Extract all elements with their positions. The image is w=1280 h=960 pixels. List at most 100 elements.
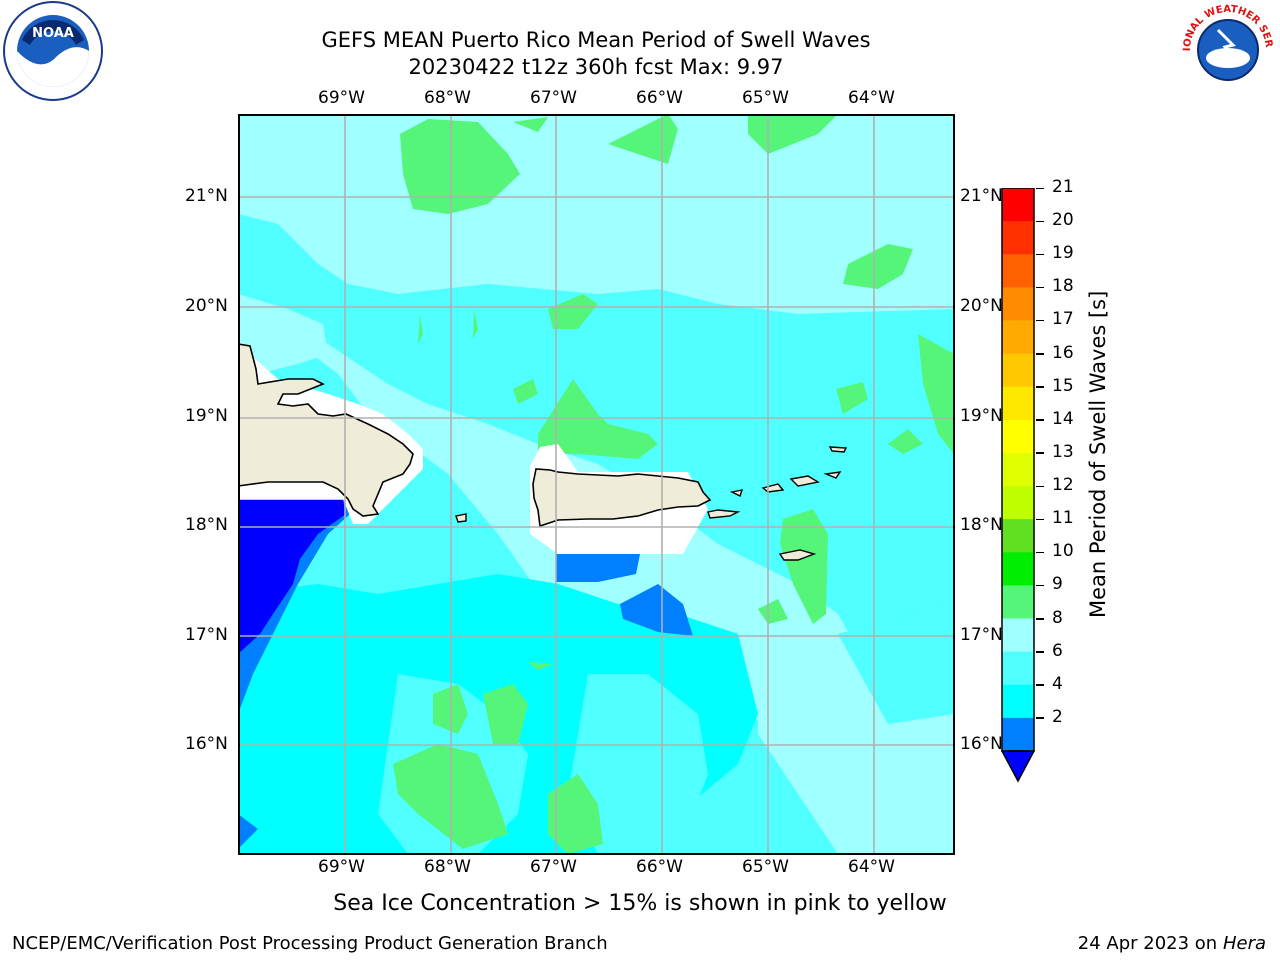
- colorbar-tick-label: 17: [1052, 309, 1074, 330]
- colorbar-segment: [1002, 486, 1034, 520]
- colorbar-label: Mean Period of Swell Waves [s]: [1086, 290, 1110, 618]
- lon-tick-bottom: 68°W: [424, 857, 471, 877]
- lat-tick-left: 17°N: [185, 625, 228, 645]
- ocean-2-4s-patch: [620, 584, 693, 636]
- colorbar-tick-label: 14: [1052, 408, 1074, 429]
- map-frame: [238, 114, 955, 855]
- colorbar-segment: [1002, 353, 1034, 388]
- lon-tick-top: 69°W: [318, 88, 365, 108]
- island-mona: [455, 513, 467, 523]
- island-st-croix: [778, 549, 817, 561]
- colorbar-tick-label: 9: [1052, 574, 1063, 595]
- green-patch-12: [780, 509, 828, 624]
- colorbar-tick-mark: [1036, 584, 1044, 587]
- colorbar-segment: [1002, 717, 1034, 752]
- colorbar-tick-mark: [1036, 386, 1044, 388]
- noaa-logo: NOAA: [3, 1, 103, 101]
- lon-tick-bottom: 65°W: [742, 857, 789, 877]
- noaa-logo-text: NOAA: [32, 26, 74, 41]
- ocean-2-4s-sw: [238, 814, 258, 849]
- lon-tick-bottom: 67°W: [530, 857, 577, 877]
- colorbar-tick-label: 12: [1052, 475, 1074, 496]
- green-patch-7: [548, 294, 598, 329]
- colorbar-segment: [1002, 684, 1034, 719]
- nws-logo: NATIONAL WEATHER SERVICE: [1178, 0, 1275, 97]
- colorbar-segment: [1002, 221, 1034, 255]
- colorbar-tick-mark: [1036, 286, 1044, 289]
- colorbar-tick-mark: [1036, 518, 1044, 521]
- green-patch-9: [513, 379, 538, 404]
- colorbar-tick-label: 10: [1052, 541, 1074, 562]
- colorbar-segment: [1002, 254, 1034, 288]
- chart-title: GEFS MEAN Puerto Rico Mean Period of Swe…: [321, 28, 871, 52]
- colorbar-segment: [1002, 188, 1034, 222]
- colorbar-segment: [1002, 386, 1034, 421]
- chart-subtitle: 20230422 t12z 360h fcst Max: 9.97: [408, 55, 784, 79]
- green-patch-15: [483, 684, 528, 744]
- lon-tick-bottom: 64°W: [848, 857, 895, 877]
- lat-tick-right: 18°N: [960, 515, 1003, 535]
- colorbar-tick-mark: [1036, 618, 1044, 620]
- ocean-mid-patch-3: [838, 604, 954, 724]
- green-patch-19: [418, 314, 423, 344]
- colorbar: [1000, 188, 1036, 783]
- lon-tick-top: 68°W: [424, 88, 471, 108]
- colorbar-frame: [1001, 188, 1035, 752]
- footer-credit: NCEP/EMC/Verification Post Processing Pr…: [12, 933, 608, 954]
- lat-tick-right: 17°N: [960, 625, 1003, 645]
- lat-tick-right: 21°N: [960, 186, 1003, 206]
- lat-tick-right: 19°N: [960, 406, 1003, 426]
- ocean-mid-patch-2: [568, 674, 708, 854]
- lat-tick-left: 19°N: [185, 406, 228, 426]
- map-panel: [238, 114, 955, 855]
- map-gridlines: [238, 114, 954, 854]
- colorbar-tick-label: 13: [1052, 441, 1074, 462]
- green-patch-6: [918, 334, 954, 454]
- island-virgin-gorda: [823, 471, 842, 479]
- colorbar-tick-mark: [1036, 551, 1044, 554]
- ocean-2-4s-pr-south: [556, 554, 640, 582]
- green-patch-5: [843, 244, 913, 289]
- island-tortola: [789, 475, 820, 487]
- land-hispaniola: [238, 343, 414, 517]
- colorbar-tick-label: 19: [1052, 243, 1074, 264]
- colorbar-tick-label: 8: [1052, 607, 1063, 628]
- footer-machine: Hera: [1222, 933, 1266, 954]
- colorbar-tick-mark: [1036, 353, 1044, 355]
- colorbar-segment: [1002, 618, 1034, 653]
- green-patch-13: [758, 599, 788, 624]
- lon-tick-top: 64°W: [848, 88, 895, 108]
- green-patch-2: [513, 117, 548, 132]
- colorbar-tick-mark: [1036, 187, 1044, 189]
- colorbar-tick-label: 20: [1052, 210, 1074, 231]
- colorbar-tick-mark: [1036, 452, 1044, 454]
- colorbar-tick-label: 15: [1052, 375, 1074, 396]
- green-patch-16: [528, 662, 553, 670]
- colorbar-tick-mark: [1036, 684, 1044, 686]
- colorbar-tick-mark: [1036, 419, 1044, 421]
- green-patch-3: [608, 114, 678, 164]
- land-puerto-rico: [532, 468, 712, 528]
- green-patch-1: [400, 119, 520, 214]
- green-patch-8: [538, 379, 658, 459]
- green-patch-18: [548, 774, 603, 854]
- colorbar-tick-label: 11: [1052, 508, 1074, 529]
- island-vieques: [707, 509, 741, 519]
- colorbar-tick-label: 18: [1052, 276, 1074, 297]
- colorbar-segment: [1002, 651, 1034, 686]
- colorbar-segment: [1002, 585, 1034, 620]
- footer-date: 24 Apr 2023 on Hera: [1078, 933, 1266, 954]
- colorbar-tick-label: 6: [1052, 640, 1063, 661]
- colorbar-tick-mark: [1036, 717, 1044, 719]
- colorbar-tick-mark: [1036, 319, 1044, 322]
- lon-tick-bottom: 69°W: [318, 857, 365, 877]
- island-culebra: [729, 489, 744, 497]
- lat-tick-left: 18°N: [185, 515, 228, 535]
- colorbar-tick-label: 2: [1052, 706, 1063, 727]
- colorbar-tick-mark: [1036, 253, 1044, 256]
- colorbar-tick-label: 16: [1052, 342, 1074, 363]
- ocean-light-southeast: [758, 634, 954, 854]
- green-patch-11: [888, 429, 923, 454]
- lon-tick-top: 67°W: [530, 88, 577, 108]
- footer-date-text: 24 Apr 2023 on: [1077, 933, 1223, 954]
